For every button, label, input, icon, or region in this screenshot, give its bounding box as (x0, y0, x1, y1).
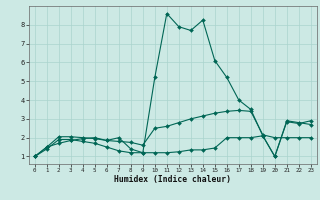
X-axis label: Humidex (Indice chaleur): Humidex (Indice chaleur) (114, 175, 231, 184)
